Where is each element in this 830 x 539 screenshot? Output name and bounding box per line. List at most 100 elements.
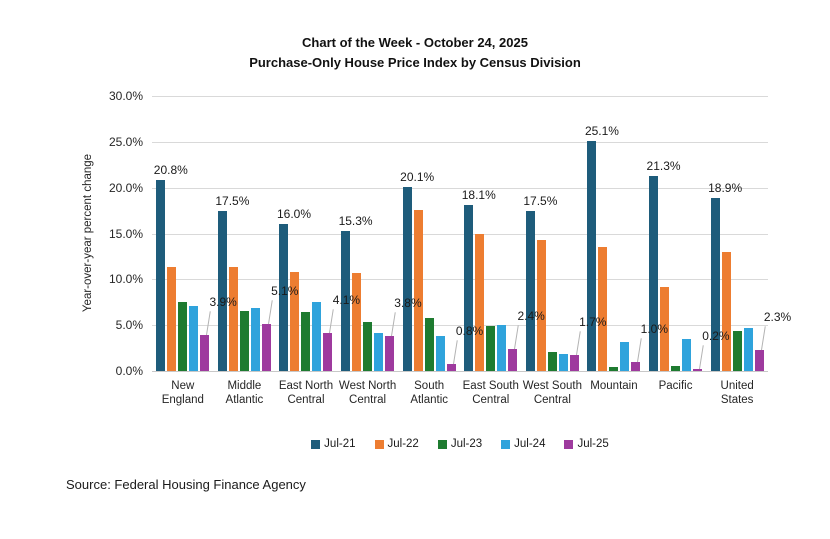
callout-leader-line bbox=[637, 338, 643, 362]
bar-group-south-atlantic: South Atlantic 20.1% 0.8% bbox=[398, 96, 483, 406]
value-label-jul-25-pacific: 0.2% bbox=[702, 329, 730, 344]
legend-swatch-jul-21 bbox=[311, 439, 321, 449]
bar-jul-23-west-north-central bbox=[363, 322, 373, 371]
bar-jul-24-united-states bbox=[743, 327, 753, 371]
bar-jul-23-middle-atlantic bbox=[239, 310, 249, 371]
bar-jul-23-south-atlantic bbox=[424, 317, 434, 371]
bar-jul-21-new-england bbox=[156, 180, 166, 371]
bar-jul-22-mountain bbox=[598, 247, 608, 371]
value-label-jul-25-east-north-central: 4.1% bbox=[332, 293, 361, 308]
legend-item-jul-22: Jul-22 bbox=[374, 438, 419, 450]
gridline-5 bbox=[152, 325, 768, 327]
bar-group-mountain: Mountain 25.1% 1.0% bbox=[583, 96, 668, 392]
bar-group-middle-atlantic: Middle Atlantic 17.5% 5.1% bbox=[214, 96, 298, 406]
legend-swatch-jul-22 bbox=[374, 439, 384, 449]
category-label-east-south-central: East South Central bbox=[462, 380, 519, 406]
bar-jul-25-south-atlantic bbox=[446, 363, 456, 371]
category-label-east-north-central: East North Central bbox=[278, 380, 334, 406]
callout-leader-line bbox=[391, 312, 396, 337]
value-label-jul-21-pacific: 21.3% bbox=[646, 158, 681, 173]
legend-swatch-jul-25 bbox=[564, 439, 574, 449]
bar-jul-23-united-states bbox=[732, 330, 742, 371]
bar-jul-24-west-north-central bbox=[374, 332, 384, 371]
chart-title-line-2: Purchase-Only House Price Index by Censu… bbox=[249, 55, 581, 70]
bar-group-united-states: United States 18.9% 2.3% bbox=[706, 96, 791, 406]
legend-label-jul-21: Jul-21 bbox=[324, 438, 356, 450]
category-label-new-england: New England bbox=[161, 380, 204, 406]
value-label-jul-21-south-atlantic: 20.1% bbox=[400, 169, 435, 184]
bar-jul-21-united-states bbox=[710, 197, 720, 371]
legend-item-jul-21: Jul-21 bbox=[311, 438, 356, 450]
bar-jul-24-west-south-central bbox=[558, 353, 568, 371]
bar-jul-21-mountain bbox=[587, 140, 597, 371]
value-label-jul-25-mountain: 1.0% bbox=[640, 321, 669, 336]
value-label-jul-25-south-atlantic: 0.8% bbox=[455, 323, 484, 338]
gridline-15 bbox=[152, 233, 768, 235]
bar-jul-22-new-england bbox=[167, 267, 177, 371]
gridline-20 bbox=[152, 187, 768, 189]
callout-leader-line bbox=[206, 311, 212, 336]
bar-jul-23-east-north-central bbox=[301, 312, 311, 371]
category-label-west-north-central: West North Central bbox=[338, 380, 397, 406]
legend-label-jul-25: Jul-25 bbox=[577, 438, 609, 450]
value-label-jul-21-east-north-central: 16.0% bbox=[276, 207, 311, 222]
value-label-jul-25-west-south-central: 1.7% bbox=[579, 315, 607, 330]
bar-jul-21-pacific bbox=[649, 175, 659, 371]
y-tick-label: 10.0% bbox=[108, 272, 143, 287]
bar-jul-21-east-south-central bbox=[464, 205, 474, 371]
bar-jul-22-pacific bbox=[660, 286, 670, 371]
plot-area: New England 20.8% 3.9% Middle Atlantic 17.5%… bbox=[152, 96, 791, 406]
value-label-jul-21-west-south-central: 17.5% bbox=[523, 193, 558, 208]
legend-item-jul-24: Jul-24 bbox=[501, 438, 545, 450]
legend-swatch-jul-23 bbox=[437, 439, 447, 449]
callout-leader-line bbox=[329, 309, 335, 334]
bar-jul-24-new-england bbox=[189, 305, 199, 371]
bar-jul-24-east-north-central bbox=[312, 302, 322, 371]
bar-jul-25-west-south-central bbox=[569, 355, 579, 371]
y-tick-label: 20.0% bbox=[108, 180, 143, 195]
bar-group-west-south-central: West South Central 17.5% 1.7% bbox=[522, 96, 607, 406]
bar-jul-23-mountain bbox=[609, 367, 619, 371]
chart-title: Chart of the Week - October 24, 2025 Pur… bbox=[0, 33, 830, 73]
legend: Jul-21 Jul-22 Jul-23 Jul-24 Jul-25 bbox=[152, 438, 768, 450]
category-label-united-states: United States bbox=[720, 380, 754, 406]
value-label-jul-25-new-england: 3.9% bbox=[209, 295, 237, 310]
bar-group-east-south-central: East South Central 18.1% 2.4% bbox=[460, 96, 545, 405]
bar-group-west-north-central: West North Central 15.3% 3.8% bbox=[337, 96, 422, 406]
bar-jul-25-pacific bbox=[693, 369, 703, 371]
category-label-south-atlantic: South Atlantic bbox=[410, 380, 449, 406]
chart-title-line-1: Chart of the Week - October 24, 2025 bbox=[302, 35, 528, 50]
callout-leader-line bbox=[699, 345, 704, 370]
value-label-jul-21-east-south-central: 18.1% bbox=[461, 188, 496, 203]
callout-leader-line bbox=[267, 300, 273, 325]
legend-item-jul-23: Jul-23 bbox=[437, 438, 482, 450]
bar-jul-21-west-south-central bbox=[525, 210, 535, 371]
bar-jul-21-west-north-central bbox=[341, 230, 351, 371]
bar-jul-22-east-south-central bbox=[475, 233, 485, 371]
gridline-0 bbox=[152, 371, 768, 372]
category-label-pacific: Pacific bbox=[658, 380, 693, 392]
legend-swatch-jul-24 bbox=[501, 439, 511, 449]
category-label-middle-atlantic: Middle Atlantic bbox=[225, 380, 264, 406]
bar-jul-21-south-atlantic bbox=[402, 186, 412, 371]
bar-group-east-north-central: East North Central 16.0% 4.1% bbox=[275, 96, 360, 405]
y-tick-label: 0.0% bbox=[115, 364, 143, 378]
bar-group-new-england: New England 20.8% 3.9% bbox=[152, 96, 237, 405]
bar-jul-22-west-north-central bbox=[352, 272, 362, 371]
bar-jul-23-new-england bbox=[178, 302, 188, 371]
bar-jul-22-west-south-central bbox=[536, 239, 546, 371]
value-label-jul-21-new-england: 20.8% bbox=[153, 163, 188, 178]
bar-jul-25-east-north-central bbox=[323, 333, 333, 371]
value-label-jul-21-mountain: 25.1% bbox=[584, 123, 619, 138]
bar-jul-22-middle-atlantic bbox=[228, 266, 238, 371]
gridline-10 bbox=[152, 279, 768, 281]
bar-jul-22-east-north-central bbox=[290, 272, 300, 371]
bar-jul-23-east-south-central bbox=[486, 326, 496, 371]
value-label-jul-25-united-states: 2.3% bbox=[763, 309, 792, 324]
bar-jul-23-pacific bbox=[671, 366, 681, 371]
y-tick-label: 15.0% bbox=[108, 226, 143, 241]
y-tick-label: 25.0% bbox=[108, 134, 143, 149]
bar-jul-25-united-states bbox=[754, 349, 764, 371]
value-label-jul-25-west-north-central: 3.8% bbox=[394, 296, 422, 311]
